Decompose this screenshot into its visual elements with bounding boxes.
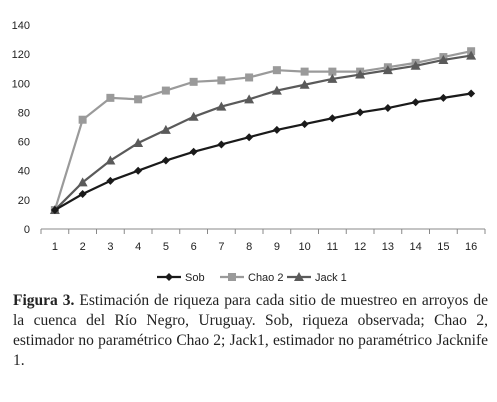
x-tick-label: 11 — [327, 241, 338, 253]
x-tick-label: 1 — [52, 241, 58, 253]
data-point — [106, 176, 115, 185]
series-line — [54, 92, 472, 212]
data-point — [245, 73, 254, 82]
series-sob — [50, 89, 476, 215]
x-tick-label: 13 — [382, 241, 394, 253]
data-point — [106, 93, 115, 102]
data-point — [216, 101, 227, 111]
data-point — [50, 206, 59, 215]
data-point — [188, 111, 199, 121]
y-tick-label: 0 — [24, 224, 30, 236]
x-tick-label: 4 — [135, 241, 141, 253]
data-point — [272, 125, 281, 134]
series-jack-1 — [49, 50, 477, 215]
x-tick-label: 9 — [274, 241, 280, 253]
data-point — [382, 65, 393, 75]
x-tick-label: 6 — [191, 241, 197, 253]
legend: Sob Chao 2 Jack 1 — [157, 272, 347, 284]
data-point — [383, 104, 392, 113]
x-tick-label: 3 — [107, 241, 113, 253]
data-point — [438, 54, 449, 64]
y-tick-label: 140 — [12, 20, 30, 32]
data-point — [327, 73, 338, 83]
caption-text: Estimación de riqueza para cada sitio de… — [13, 292, 488, 369]
x-tick-label: 12 — [354, 241, 366, 253]
legend-item-sob: Sob — [157, 272, 205, 284]
y-tick-label: 100 — [12, 78, 30, 90]
data-point — [355, 69, 366, 79]
y-axis: 0 20 40 60 80 100 120 140 — [12, 20, 30, 236]
series-line — [53, 50, 472, 211]
data-point — [161, 156, 170, 165]
data-point — [300, 67, 309, 76]
x-tick-label: 8 — [246, 241, 252, 253]
data-point — [160, 124, 171, 134]
data-point — [105, 155, 116, 165]
x-tick-label: 14 — [410, 241, 422, 253]
legend-item-chao-2: Chao 2 — [220, 272, 283, 284]
legend-item-jack-1: Jack 1 — [287, 272, 347, 284]
y-tick-label: 60 — [18, 137, 30, 149]
data-point — [77, 177, 88, 187]
legend-swatch-marker — [294, 272, 304, 281]
data-point — [466, 50, 477, 60]
data-point — [299, 79, 310, 89]
y-tick-label: 20 — [18, 195, 30, 207]
data-point — [410, 60, 421, 70]
data-point — [78, 190, 87, 199]
data-point — [245, 133, 254, 142]
data-point — [300, 120, 309, 129]
legend-swatch-marker — [165, 273, 173, 281]
x-axis: 1 2 3 4 5 6 7 8 9 10 11 12 13 14 15 16 — [40, 228, 486, 253]
y-tick-label: 120 — [12, 49, 30, 61]
data-point — [467, 89, 476, 98]
figure-label: Figura 3. — [13, 292, 75, 309]
y-tick-label: 40 — [18, 166, 30, 178]
series-chao-2 — [50, 47, 476, 215]
x-tick-label: 7 — [218, 241, 224, 253]
data-point — [411, 98, 420, 107]
data-point — [356, 108, 365, 117]
figure-caption: Figura 3. Estimación de riqueza para cad… — [13, 291, 488, 371]
data-point — [134, 166, 143, 175]
legend-label: Jack 1 — [315, 272, 347, 284]
y-tick-label: 80 — [18, 107, 30, 119]
data-point — [189, 77, 198, 86]
data-point — [439, 93, 448, 102]
data-point — [78, 115, 87, 124]
x-tick-label: 16 — [465, 241, 477, 253]
data-point — [217, 76, 226, 85]
series-layer — [49, 47, 477, 215]
data-point — [161, 86, 170, 95]
x-tick-label: 10 — [299, 241, 311, 253]
x-tick-label: 5 — [163, 241, 169, 253]
data-point — [328, 67, 337, 76]
legend-swatch-marker — [228, 273, 236, 281]
data-point — [272, 66, 281, 75]
legend-label: Sob — [185, 272, 205, 284]
data-point — [189, 147, 198, 156]
x-tick-label: 2 — [80, 241, 86, 253]
x-tick-label: 15 — [437, 241, 449, 253]
data-point — [271, 85, 282, 95]
data-point — [328, 114, 337, 123]
data-point — [217, 140, 226, 149]
series-line — [54, 54, 472, 211]
data-point — [244, 94, 255, 104]
legend-label: Chao 2 — [248, 272, 283, 284]
data-point — [134, 95, 143, 104]
data-point — [133, 138, 144, 148]
